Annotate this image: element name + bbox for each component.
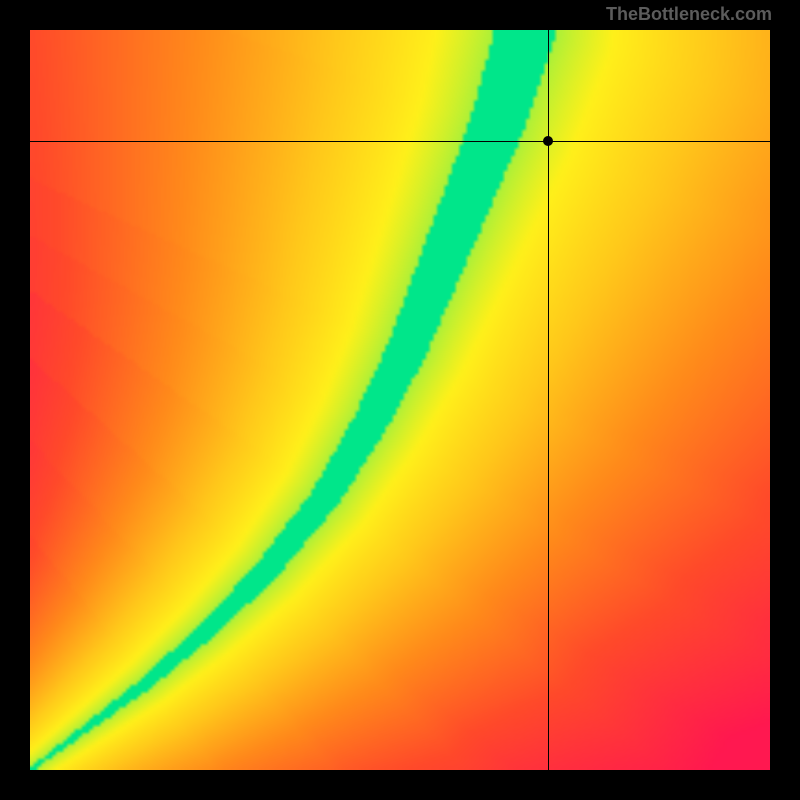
marker-dot [543,136,553,146]
crosshair-horizontal [30,141,770,142]
attribution-text: TheBottleneck.com [606,4,772,25]
chart-area [30,30,770,770]
